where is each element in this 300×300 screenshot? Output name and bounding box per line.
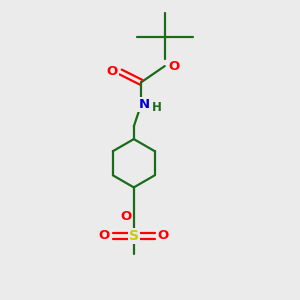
Text: N: N xyxy=(139,98,150,111)
Text: O: O xyxy=(168,60,179,73)
Text: S: S xyxy=(129,229,139,243)
Text: O: O xyxy=(107,65,118,79)
Text: O: O xyxy=(99,230,110,242)
Text: H: H xyxy=(152,101,161,114)
Text: O: O xyxy=(120,210,131,223)
Text: O: O xyxy=(158,230,169,242)
